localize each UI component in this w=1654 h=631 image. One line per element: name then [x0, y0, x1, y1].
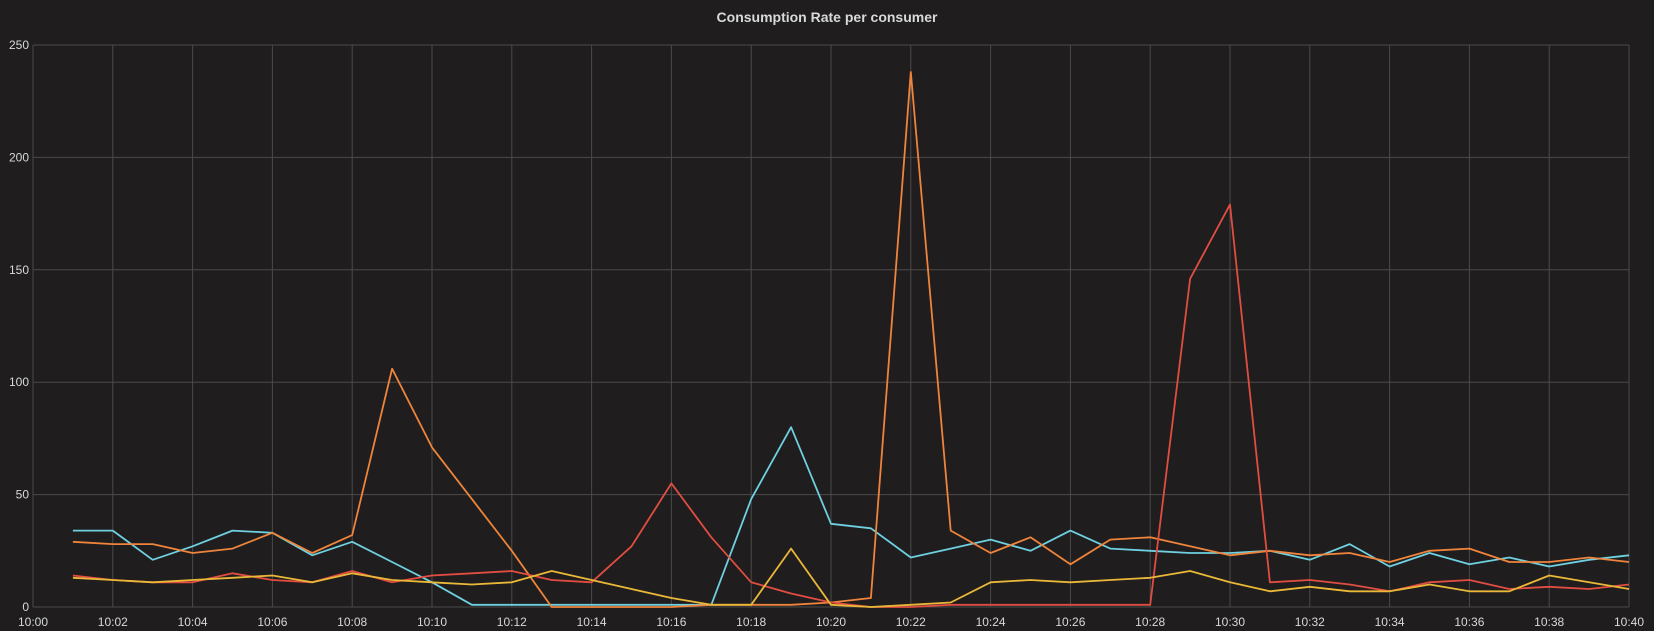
x-tick-label: 10:06	[257, 615, 287, 629]
x-tick-label: 10:36	[1454, 615, 1484, 629]
series-line-2	[72, 71, 1630, 608]
x-tick-label: 10:12	[497, 615, 527, 629]
x-tick-label: 10:00	[18, 615, 48, 629]
x-tick-label: 10:18	[736, 615, 766, 629]
x-tick-label: 10:20	[816, 615, 846, 629]
series-line-4	[72, 547, 1630, 608]
x-tick-label: 10:40	[1614, 615, 1644, 629]
x-tick-label: 10:22	[896, 615, 926, 629]
x-tick-label: 10:30	[1215, 615, 1245, 629]
x-tick-label: 10:04	[178, 615, 208, 629]
x-tick-label: 10:24	[976, 615, 1006, 629]
y-tick-label: 50	[16, 488, 30, 502]
x-tick-label: 10:10	[417, 615, 447, 629]
y-tick-label: 150	[9, 263, 29, 277]
series-lines	[72, 71, 1630, 608]
panel-title: Consumption Rate per consumer	[716, 9, 938, 25]
x-tick-label: 10:16	[656, 615, 686, 629]
x-tick-label: 10:08	[337, 615, 367, 629]
x-tick-label: 10:32	[1295, 615, 1325, 629]
y-tick-label: 0	[22, 600, 29, 614]
x-tick-label: 10:26	[1055, 615, 1085, 629]
x-tick-label: 10:14	[577, 615, 607, 629]
grid	[32, 44, 1630, 608]
y-tick-label: 250	[9, 38, 29, 52]
x-tick-label: 10:28	[1135, 615, 1165, 629]
y-tick-label: 100	[9, 375, 29, 389]
x-tick-label: 10:02	[98, 615, 128, 629]
x-tick-label: 10:34	[1375, 615, 1405, 629]
series-line-3	[72, 203, 1630, 608]
x-axis-ticks: 10:00 10:02 10:04 10:06 10:08 10:10 10:12 10:14…	[18, 615, 1644, 629]
y-axis-ticks: 0 50 100 150 200 250	[9, 38, 29, 614]
x-tick-label: 10:38	[1534, 615, 1564, 629]
series-line-1	[72, 426, 1630, 606]
y-tick-label: 200	[9, 150, 29, 164]
